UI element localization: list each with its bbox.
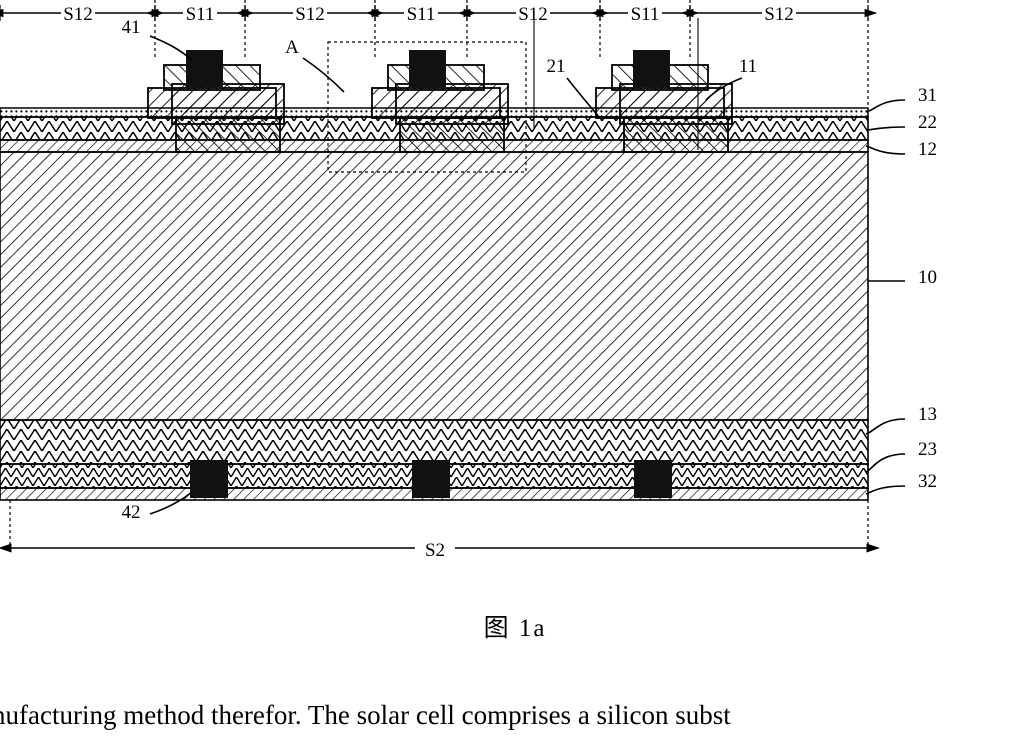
dimension-segment: S12 [245,4,375,25]
layer-rear-field-13 [0,420,868,464]
reference-numeral: 21 [547,56,566,77]
dimension-segment: S12 [467,4,600,25]
front-electrode-41 [186,50,223,87]
front-electrode-41 [409,50,446,87]
dimension-segment: S11 [375,4,467,25]
layer-stack [0,108,868,500]
dimension-segment: S12 [690,4,868,25]
rear-electrode-42 [634,460,672,498]
reference-numeral: 13 [918,404,937,425]
dimension-label: S12 [63,4,93,25]
figure-svg: S12S11S12S11S12S11S12 S2 31221210132332 … [0,0,1030,690]
layer-silicon-substrate-10 [0,152,868,420]
dimension-segment: S11 [600,4,690,25]
reference-numeral: 31 [918,85,937,106]
dimension-label: S12 [295,4,325,25]
reference-numeral: 32 [918,471,937,492]
reference-numeral: 22 [918,112,937,133]
reference-numeral: 23 [918,439,937,460]
dimension-segment: S11 [155,4,245,25]
reference-numeral: 42 [122,502,141,523]
body-paragraph: nufacturing method therefor. The solar c… [0,700,1030,731]
reference-numeral: 10 [918,267,937,288]
front-electrode-41 [633,50,670,87]
dimension-label: S12 [764,4,794,25]
reference-numeral: 12 [918,139,937,160]
reference-numeral: 11 [739,56,757,77]
patent-figure: S12S11S12S11S12S11S12 S2 31221210132332 … [0,0,1030,690]
figure-caption: 图 1a [0,608,1030,644]
dimension-label: S2 [425,540,445,561]
dimension-label: S11 [407,4,436,25]
rear-electrode-42 [412,460,450,498]
dimension-label: S12 [518,4,548,25]
dimension-label: S11 [186,4,215,25]
reference-numeral: 41 [122,17,141,38]
dimension-label: S11 [631,4,660,25]
bottom-dimension-s2: S2 [10,540,868,561]
reference-numeral: A [285,37,299,58]
rear-electrode-42 [190,460,228,498]
